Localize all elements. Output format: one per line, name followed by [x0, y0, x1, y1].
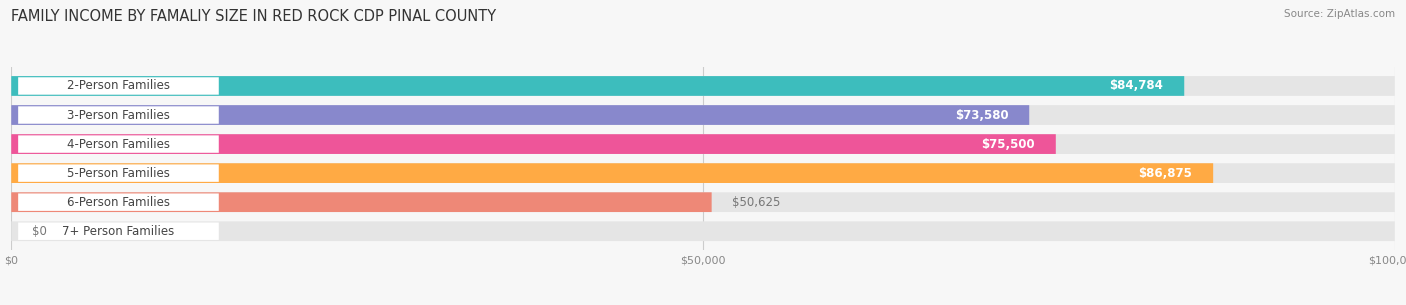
Text: FAMILY INCOME BY FAMALIY SIZE IN RED ROCK CDP PINAL COUNTY: FAMILY INCOME BY FAMALIY SIZE IN RED ROC…: [11, 9, 496, 24]
FancyBboxPatch shape: [11, 163, 1395, 183]
Text: 6-Person Families: 6-Person Families: [67, 196, 170, 209]
Text: $75,500: $75,500: [981, 138, 1035, 151]
Text: $50,625: $50,625: [733, 196, 780, 209]
FancyBboxPatch shape: [18, 77, 219, 95]
FancyBboxPatch shape: [18, 193, 219, 211]
FancyBboxPatch shape: [18, 106, 219, 124]
Text: $84,784: $84,784: [1109, 80, 1164, 92]
FancyBboxPatch shape: [11, 221, 1395, 241]
Text: 3-Person Families: 3-Person Families: [67, 109, 170, 121]
Text: 2-Person Families: 2-Person Families: [67, 80, 170, 92]
FancyBboxPatch shape: [11, 134, 1395, 154]
FancyBboxPatch shape: [18, 135, 219, 153]
FancyBboxPatch shape: [11, 192, 1395, 212]
Text: Source: ZipAtlas.com: Source: ZipAtlas.com: [1284, 9, 1395, 19]
FancyBboxPatch shape: [18, 164, 219, 182]
FancyBboxPatch shape: [11, 105, 1395, 125]
Text: $73,580: $73,580: [955, 109, 1008, 121]
FancyBboxPatch shape: [11, 192, 711, 212]
Text: 7+ Person Families: 7+ Person Families: [62, 225, 174, 238]
FancyBboxPatch shape: [11, 76, 1395, 96]
FancyBboxPatch shape: [11, 163, 1213, 183]
FancyBboxPatch shape: [11, 105, 1029, 125]
Text: 4-Person Families: 4-Person Families: [67, 138, 170, 151]
Text: 5-Person Families: 5-Person Families: [67, 167, 170, 180]
Text: $86,875: $86,875: [1139, 167, 1192, 180]
FancyBboxPatch shape: [11, 76, 1184, 96]
FancyBboxPatch shape: [18, 223, 219, 240]
FancyBboxPatch shape: [11, 134, 1056, 154]
Text: $0: $0: [32, 225, 46, 238]
